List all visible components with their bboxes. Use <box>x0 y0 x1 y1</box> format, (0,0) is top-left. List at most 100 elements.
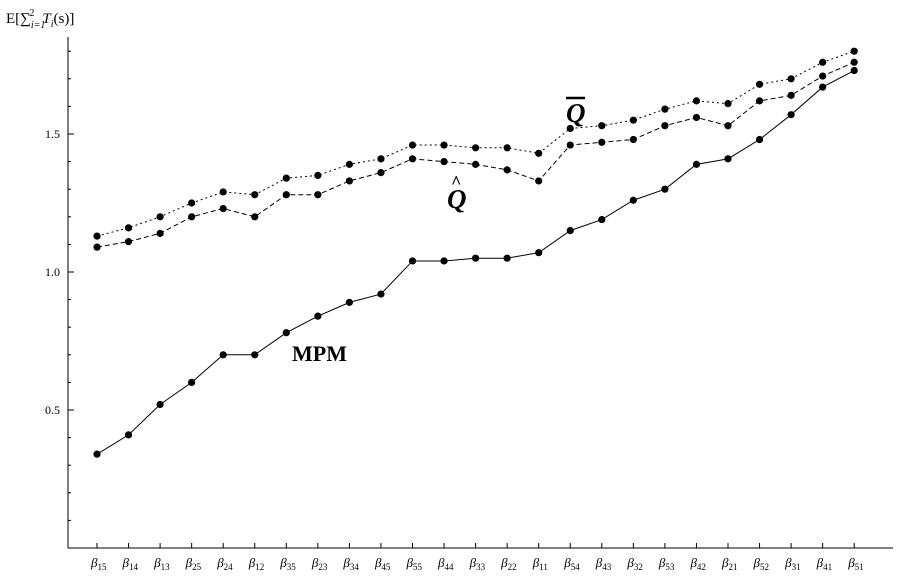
data-point <box>188 199 196 207</box>
data-point <box>724 100 732 108</box>
data-point <box>377 290 385 298</box>
data-point <box>566 124 574 133</box>
data-point <box>93 232 101 240</box>
y-label-sum: ∑ <box>20 11 31 27</box>
data-point <box>408 155 417 163</box>
data-point <box>124 224 133 232</box>
data-point <box>819 72 827 80</box>
x-tick-label: β23 <box>311 555 328 572</box>
data-point <box>314 191 322 199</box>
data-point <box>440 141 448 149</box>
data-point <box>819 58 827 66</box>
x-tick-label: β44 <box>437 555 454 572</box>
data-point <box>850 66 858 75</box>
data-point <box>755 97 764 105</box>
x-tick-label: β55 <box>406 555 423 572</box>
data-point <box>724 155 732 163</box>
data-point <box>850 47 858 55</box>
data-point <box>535 177 543 185</box>
y-axis-label: E[∑i=12 Ti(s)] <box>6 8 74 31</box>
data-point <box>219 188 227 196</box>
data-point <box>219 204 227 213</box>
x-tick-label: β14 <box>122 555 139 572</box>
x-tick-label: β43 <box>595 555 612 572</box>
x-tick-label: β51 <box>847 555 863 572</box>
series-group <box>93 47 858 458</box>
data-point <box>535 149 543 157</box>
x-tick-label: β25 <box>185 555 202 572</box>
x-tick-label: β11 <box>532 555 548 572</box>
data-point <box>692 160 701 168</box>
y-label-prefix: E[ <box>6 11 20 27</box>
data-point <box>282 329 290 337</box>
data-point <box>282 191 290 199</box>
y-ticks: 0.5 1.0 1.5 <box>45 50 74 521</box>
data-point <box>282 174 290 182</box>
x-tick-label: β54 <box>563 555 580 572</box>
y-label-sup: 2 <box>29 8 34 19</box>
x-tick-label: β42 <box>689 555 705 572</box>
data-point <box>787 91 795 99</box>
data-point <box>345 160 353 168</box>
annotation-qbar: Q <box>566 98 586 128</box>
data-point <box>598 215 606 224</box>
y-tick-label: 1.0 <box>45 265 60 279</box>
x-tick-label: β41 <box>816 555 832 572</box>
data-point <box>251 351 259 359</box>
series-line-0 <box>96 50 855 237</box>
annotations: Q Q ^ MPM <box>292 96 586 366</box>
data-point <box>629 196 637 204</box>
x-tick-label: β32 <box>626 555 642 572</box>
x-tick-label: β31 <box>784 555 800 572</box>
x-tick-label: β52 <box>753 555 769 572</box>
data-point <box>156 213 164 221</box>
data-point <box>472 144 480 152</box>
data-point <box>661 105 669 113</box>
x-tick-label: β15 <box>90 555 107 572</box>
data-point <box>314 312 322 320</box>
data-point <box>440 158 448 166</box>
x-tick-label: β22 <box>500 555 516 572</box>
data-point <box>819 83 827 91</box>
data-point <box>787 75 795 83</box>
x-tick-label: β35 <box>279 555 296 572</box>
x-tick-label: β12 <box>248 555 264 572</box>
data-point <box>314 171 322 179</box>
data-point <box>156 400 164 409</box>
data-point <box>629 116 637 124</box>
data-point <box>345 298 353 306</box>
data-point <box>251 191 259 199</box>
data-point <box>850 58 858 66</box>
x-tick-label: β53 <box>658 555 675 572</box>
y-tick-label: 0.5 <box>45 403 60 417</box>
data-point <box>345 177 353 185</box>
data-point <box>535 249 543 257</box>
annotation-qhat-hat: ^ <box>451 172 461 192</box>
data-point <box>156 229 164 237</box>
data-point <box>219 351 227 359</box>
data-point <box>598 138 606 146</box>
data-point <box>124 431 133 439</box>
y-label-sub: i=1 <box>31 20 46 31</box>
y-label-var: T <box>42 11 52 27</box>
data-point <box>629 135 637 144</box>
data-point <box>503 254 511 262</box>
data-point <box>692 97 701 105</box>
data-point <box>188 378 196 386</box>
y-label-var-sub: i <box>51 19 54 30</box>
annotation-qhat: Q <box>447 184 467 214</box>
data-point <box>598 122 606 130</box>
series-line-1 <box>96 61 855 248</box>
data-point <box>755 80 764 88</box>
data-point <box>503 166 511 174</box>
data-point <box>787 111 795 119</box>
data-point <box>377 169 385 177</box>
x-tick-label: β45 <box>374 555 391 572</box>
data-point <box>755 135 764 144</box>
data-point <box>566 141 574 149</box>
data-point <box>377 155 385 163</box>
data-point <box>661 122 669 130</box>
data-point <box>124 238 133 246</box>
data-point <box>440 257 448 265</box>
